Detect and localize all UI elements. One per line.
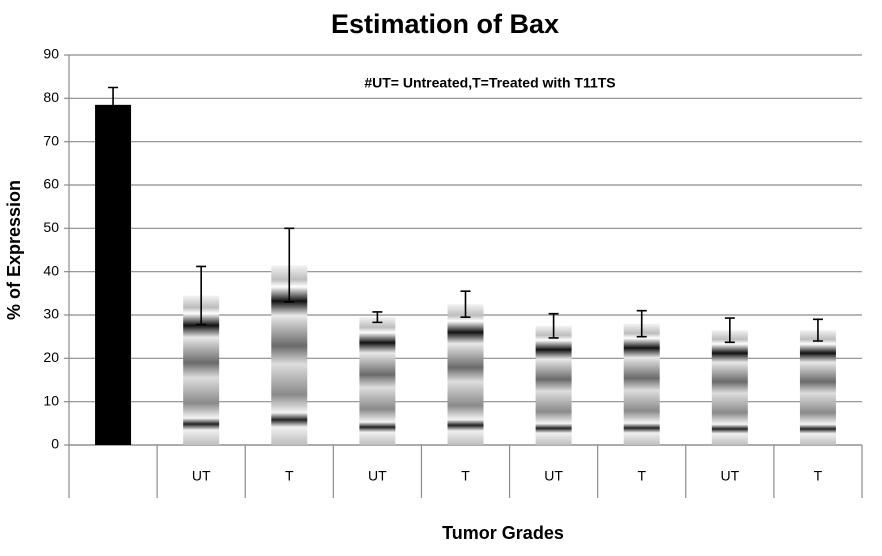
bar: [95, 104, 132, 445]
error-bar: [460, 290, 471, 318]
x-tick-label: UT: [544, 468, 563, 484]
error-bar: [196, 265, 207, 326]
x-tick-label: T: [461, 468, 470, 484]
x-tick-label: UT: [192, 468, 211, 484]
x-tick-label: UT: [720, 468, 739, 484]
chart-title: Estimation of Bax: [331, 9, 559, 39]
error-bar: [812, 318, 823, 342]
y-tick-label: 10: [43, 392, 59, 408]
bar: [359, 317, 396, 445]
error-bar: [548, 312, 559, 339]
y-tick-label: 60: [43, 176, 59, 192]
y-tick-label: 30: [43, 306, 59, 322]
x-tick-label: T: [814, 468, 823, 484]
x-tick-label: T: [637, 468, 646, 484]
y-tick-label: 80: [43, 89, 59, 105]
y-tick-label: 0: [51, 436, 59, 452]
bar: [799, 330, 836, 445]
error-bar: [108, 86, 119, 123]
x-tick-label: UT: [368, 468, 387, 484]
x-axis-title: Tumor Grades: [442, 523, 564, 543]
error-bar: [724, 317, 735, 344]
error-bar: [372, 311, 383, 324]
error-bar: [636, 309, 647, 338]
y-tick-label: 50: [43, 219, 59, 235]
bar: [447, 304, 484, 445]
y-tick-label: 40: [43, 262, 59, 278]
bar: [535, 325, 572, 445]
error-bar: [284, 227, 295, 303]
y-tick-label: 90: [43, 46, 59, 62]
annotation: #UT= Untreated,T=Treated with T11TS: [364, 75, 615, 91]
y-tick-label: 70: [43, 132, 59, 148]
y-tick-label: 20: [43, 349, 59, 365]
bar: [711, 330, 748, 445]
y-axis-title: % of Expression: [4, 180, 24, 320]
x-tick-label: T: [285, 468, 294, 484]
bar: [623, 323, 660, 445]
